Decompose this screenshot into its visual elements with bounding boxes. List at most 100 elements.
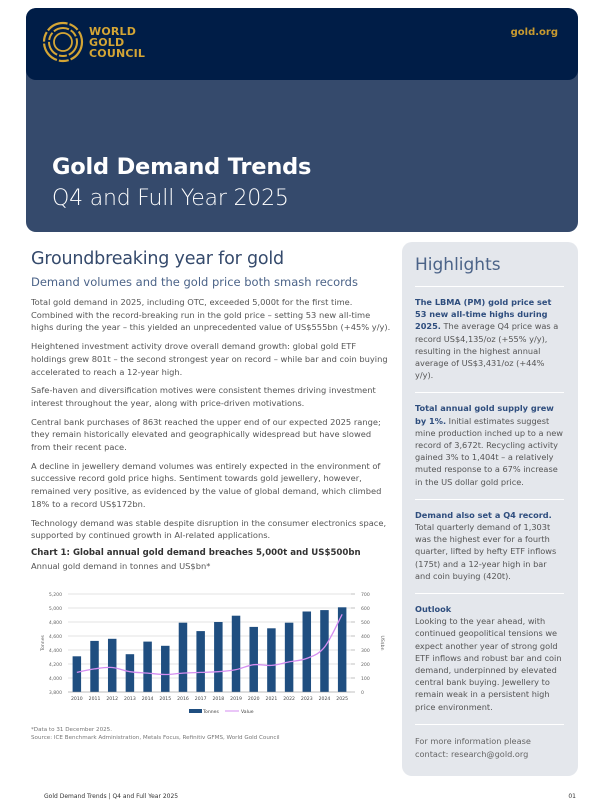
y2-tick-label: 300 bbox=[361, 648, 370, 654]
cover-banner: WORLD GOLD COUNCIL gold.org Gold Demand … bbox=[26, 8, 578, 232]
chart-svg: 3,800 4,000 4,200 4,400 4,600 4,800 5,000 5,200… bbox=[40, 592, 385, 715]
page-footer: Gold Demand Trends | Q4 and Full Year 20… bbox=[44, 793, 179, 800]
x-tick-label: 2019 bbox=[230, 696, 242, 702]
legend-label-value: Value bbox=[241, 709, 254, 715]
chart-footnote: *Data to 31 December 2025. bbox=[31, 727, 113, 733]
highlight-lead: Demand also set a Q4 record. bbox=[415, 509, 552, 520]
logo-line: WORLD bbox=[89, 24, 137, 38]
main-column: Groundbreaking year for gold Demand volu… bbox=[31, 249, 391, 571]
highlight-item: Demand also set a Q4 record. Total quart… bbox=[415, 509, 564, 582]
y2-tick-label: 200 bbox=[361, 662, 370, 668]
x-tick-label: 2013 bbox=[124, 696, 136, 702]
demand-chart: 3,800 4,000 4,200 4,400 4,600 4,800 5,000 5,200… bbox=[31, 588, 391, 728]
logo-text: WORLD GOLD COUNCIL bbox=[89, 26, 145, 59]
y-tick-label: 3,800 bbox=[49, 690, 62, 696]
bar bbox=[284, 622, 294, 692]
contact-email[interactable]: contact: research@gold.org bbox=[415, 748, 529, 759]
site-link[interactable]: gold.org bbox=[510, 27, 558, 38]
bar bbox=[267, 628, 276, 692]
paragraph: Total gold demand in 2025, including OTC… bbox=[31, 297, 391, 333]
y2-axis-label: US$bn bbox=[379, 635, 385, 650]
bar bbox=[214, 622, 223, 692]
y2-tick-label: 400 bbox=[361, 634, 370, 640]
x-tick-label: 2023 bbox=[301, 696, 313, 702]
highlights-heading: Highlights bbox=[415, 255, 501, 275]
chart-title: Chart 1: Global annual gold demand breac… bbox=[31, 547, 361, 558]
bar bbox=[161, 645, 170, 692]
x-tick-label: 2024 bbox=[319, 696, 331, 702]
x-tick-label: 2015 bbox=[159, 696, 171, 702]
value-line bbox=[76, 613, 343, 676]
logo-line: COUNCIL bbox=[89, 46, 146, 60]
bar bbox=[231, 615, 241, 692]
contact-line: For more information please bbox=[415, 736, 531, 746]
highlight-item: Total annual gold supply grew by 1%. Ini… bbox=[415, 402, 564, 487]
divider bbox=[415, 392, 564, 394]
divider bbox=[415, 593, 564, 595]
wgc-logo[interactable]: WORLD GOLD COUNCIL bbox=[42, 21, 145, 63]
divider bbox=[415, 498, 564, 500]
legend-swatch-tonnes bbox=[189, 709, 202, 713]
section-subheading: Demand volumes and the gold price both s… bbox=[31, 275, 358, 289]
x-tick-label: 2012 bbox=[106, 696, 118, 702]
bar bbox=[143, 641, 152, 692]
y2-tick-label: 700 bbox=[361, 592, 370, 598]
y-tick-label: 5,000 bbox=[49, 606, 62, 612]
bar bbox=[72, 656, 82, 692]
concentric-rings-icon bbox=[42, 21, 84, 63]
x-tick-label: 2021 bbox=[266, 696, 278, 702]
logo-line: GOLD bbox=[89, 35, 125, 49]
paragraph: Technology demand was stable despite dis… bbox=[31, 517, 387, 541]
highlights-panel: Highlights The LBMA (PM) gold price set … bbox=[402, 242, 578, 776]
paragraph: Safe-haven and diversification motives w… bbox=[31, 385, 376, 408]
paragraph: Central bank purchases of 863t reached t… bbox=[31, 416, 381, 453]
y-axis-label: Tonnes bbox=[40, 634, 46, 651]
x-tick-label: 2022 bbox=[283, 696, 295, 702]
y2-tick-label: 0 bbox=[361, 690, 364, 696]
page-number: 01 bbox=[568, 793, 576, 800]
y2-tick-label: 500 bbox=[361, 620, 370, 626]
highlight-text: Initial estimates suggest mine productio… bbox=[415, 415, 563, 487]
highlight-lead: Total annual gold supply grew by 1%. bbox=[415, 403, 554, 426]
x-tick-label: 2014 bbox=[142, 696, 154, 702]
paragraph: A decline in jewellery demand volumes wa… bbox=[31, 460, 382, 509]
chart-source: Source: ICE Benchmark Administration, Me… bbox=[31, 735, 280, 741]
y-tick-label: 4,400 bbox=[49, 648, 62, 654]
header-bar: WORLD GOLD COUNCIL gold.org bbox=[26, 8, 578, 80]
highlight-lead: The LBMA (PM) gold price set 53 new all-… bbox=[415, 297, 552, 332]
y-tick-label: 4,600 bbox=[49, 634, 62, 640]
bar bbox=[196, 631, 205, 692]
bar bbox=[320, 610, 329, 692]
bar bbox=[107, 638, 117, 692]
bar bbox=[125, 654, 135, 692]
x-tick-label: 2020 bbox=[248, 696, 260, 702]
x-tick-label: 2016 bbox=[177, 696, 189, 702]
contact-info: For more information please contact: res… bbox=[415, 735, 531, 760]
outlook: Outlook Looking to the year ahead, with c… bbox=[415, 603, 564, 713]
outlook-text: Looking to the year ahead, with continue… bbox=[415, 616, 562, 712]
x-tick-label: 2018 bbox=[212, 696, 224, 702]
y-tick-label: 4,200 bbox=[49, 662, 62, 668]
x-tick-label: 2017 bbox=[195, 696, 207, 702]
bar bbox=[302, 611, 312, 692]
highlight-item: The LBMA (PM) gold price set 53 new all-… bbox=[415, 296, 564, 381]
outlook-title: Outlook bbox=[415, 604, 452, 615]
divider bbox=[415, 723, 564, 725]
x-tick-label: 2010 bbox=[71, 696, 83, 702]
bar bbox=[90, 640, 99, 692]
report-subtitle: Q4 and Full Year 2025 bbox=[52, 186, 289, 211]
chart-subtitle: Annual gold demand in tonnes and US$bn* bbox=[31, 560, 211, 571]
y-tick-label: 4,000 bbox=[49, 676, 62, 682]
x-tick-label: 2011 bbox=[89, 696, 101, 702]
y-tick-label: 5,200 bbox=[49, 592, 62, 598]
y2-tick-label: 100 bbox=[361, 676, 370, 682]
y2-tick-label: 600 bbox=[361, 606, 370, 612]
y-tick-label: 4,800 bbox=[49, 620, 62, 626]
bar bbox=[249, 626, 258, 692]
highlight-text: Total quarterly demand of 1,303t was the… bbox=[415, 522, 557, 581]
paragraph: Heightened investment activity drove ove… bbox=[31, 341, 388, 377]
bar bbox=[178, 622, 188, 692]
divider bbox=[415, 286, 564, 287]
legend-label-tonnes: Tonnes bbox=[202, 709, 219, 715]
bar bbox=[337, 607, 347, 692]
